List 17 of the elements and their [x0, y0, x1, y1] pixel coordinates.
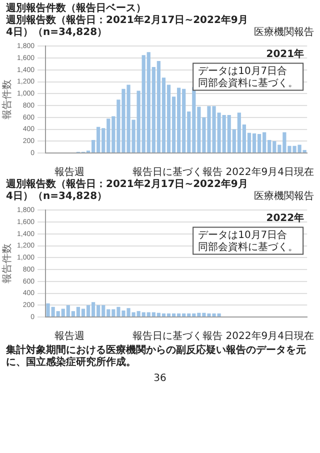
y-axis-title: 報告件数	[0, 80, 13, 120]
x-axis-title: 報告週	[54, 331, 84, 343]
annotation: 2022年	[266, 212, 304, 224]
chart-subtitle: 週別報告数（報告日：2021年2月17日~2022年9月4日）（n=34,828）	[6, 15, 249, 39]
text: 集計対象期間における医療機関からの副反応疑い報告のデータを元に、国立感染症研究所作成。	[6, 345, 307, 369]
text: 36	[152, 373, 168, 384]
chart-title: 週別報告数（報告日：2021年2月17日~2022年9月4日）（n=34,828）	[6, 179, 249, 203]
text: 医療機関報告	[254, 27, 314, 39]
chart-title: 週別報告件数（報告日ベース）	[6, 3, 147, 14]
text: 医療機関報告	[254, 191, 314, 203]
annotation: データは10月7日合同部会資料に基づく。	[198, 64, 298, 89]
y-axis-title: 報告件数	[0, 244, 13, 284]
annotation: データは10月7日合同部会資料に基づく。	[198, 228, 298, 253]
text: 報告日に基づく報告 2022年9月4日現在	[132, 167, 314, 178]
text: 報告日に基づく報告 2022年9月4日現在	[132, 331, 314, 343]
x-axis-title: 報告週	[54, 167, 84, 178]
annotation: 2021年	[266, 48, 304, 60]
